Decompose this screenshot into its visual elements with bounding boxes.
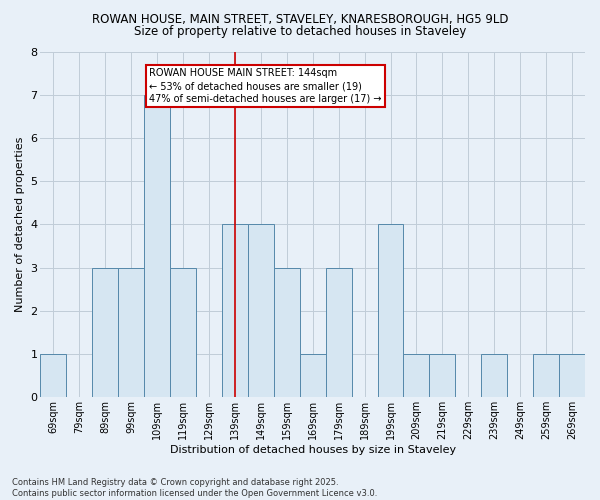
Bar xyxy=(40,354,67,398)
Bar xyxy=(326,268,352,398)
Bar xyxy=(559,354,585,398)
Bar xyxy=(170,268,196,398)
Y-axis label: Number of detached properties: Number of detached properties xyxy=(15,136,25,312)
Text: Size of property relative to detached houses in Staveley: Size of property relative to detached ho… xyxy=(134,25,466,38)
Bar xyxy=(300,354,326,398)
Text: ROWAN HOUSE MAIN STREET: 144sqm
← 53% of detached houses are smaller (19)
47% of: ROWAN HOUSE MAIN STREET: 144sqm ← 53% of… xyxy=(149,68,382,104)
X-axis label: Distribution of detached houses by size in Staveley: Distribution of detached houses by size … xyxy=(170,445,456,455)
Bar xyxy=(377,224,403,398)
Bar xyxy=(118,268,144,398)
Bar xyxy=(144,94,170,398)
Text: ROWAN HOUSE, MAIN STREET, STAVELEY, KNARESBOROUGH, HG5 9LD: ROWAN HOUSE, MAIN STREET, STAVELEY, KNAR… xyxy=(92,12,508,26)
Bar xyxy=(274,268,300,398)
Bar xyxy=(403,354,430,398)
Bar xyxy=(430,354,455,398)
Bar xyxy=(92,268,118,398)
Bar xyxy=(481,354,507,398)
Bar xyxy=(248,224,274,398)
Bar xyxy=(533,354,559,398)
Bar xyxy=(222,224,248,398)
Text: Contains HM Land Registry data © Crown copyright and database right 2025.
Contai: Contains HM Land Registry data © Crown c… xyxy=(12,478,377,498)
